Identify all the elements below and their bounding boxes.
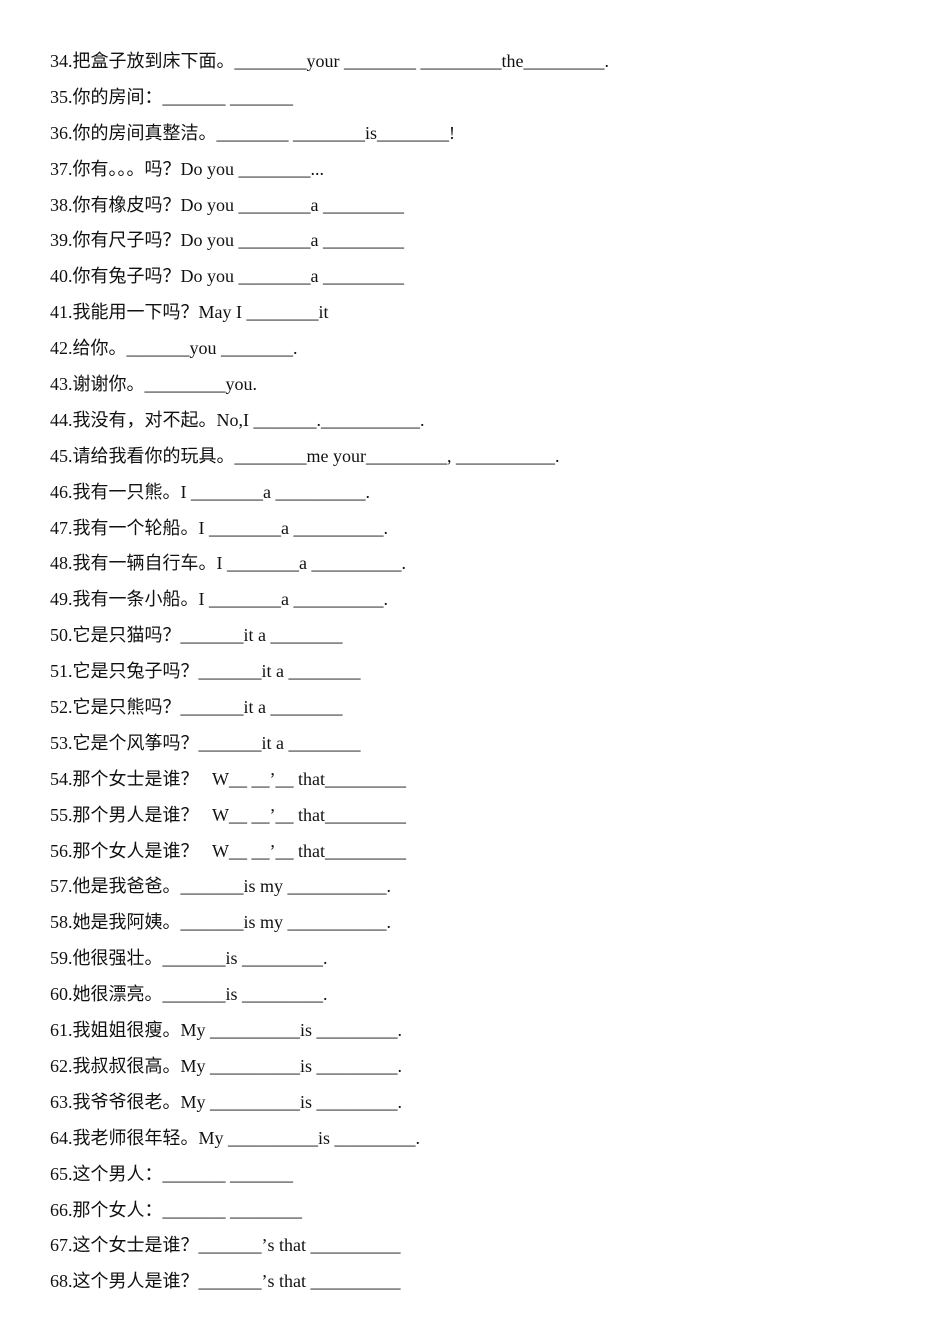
exercise-line: 66.那个女人：_______ ________: [50, 1199, 302, 1220]
exercise-line: 63.我爷爷很老。My __________is _________.: [50, 1091, 403, 1112]
exercise-line: 38.你有橡皮吗？Do you ________a _________: [50, 194, 404, 215]
exercise-line: 34.把盒子放到床下面。________your ________ ______…: [50, 51, 609, 71]
exercise-line: 47.我有一个轮船。I ________a __________.: [50, 517, 388, 538]
exercise-line: 49.我有一条小船。I ________a __________.: [50, 589, 388, 610]
exercise-line: 53.它是个风筝吗？_______it a ________: [50, 732, 361, 753]
exercise-line: 57.他是我爸爸。_______is my ___________.: [50, 876, 392, 897]
exercise-line: 36.你的房间真整洁。________ ________is________!: [50, 122, 455, 143]
exercise-line: 45.请给我看你的玩具。________me your_________, __…: [50, 445, 560, 466]
exercise-line: 51.它是只兔子吗？_______it a ________: [50, 661, 361, 682]
exercise-line: 62.我叔叔很高。My __________is _________.: [50, 1055, 403, 1076]
exercise-line: 55.那个男人是谁？ W__ __’__ that_________: [50, 804, 406, 825]
exercise-line: 58.她是我阿姨。_______is my ___________.: [50, 912, 392, 933]
exercise-line: 46.我有一只熊。I ________a __________.: [50, 481, 370, 502]
exercise-line: 41.我能用一下吗？May I ________it: [50, 302, 329, 323]
exercise-line: 65.这个男人：_______ _______: [50, 1163, 293, 1184]
exercise-line: 60.她很漂亮。_______is _________.: [50, 984, 328, 1005]
exercise-line: 37.你有。。。吗？Do you ________...: [50, 158, 324, 179]
exercise-line: 59.他很强壮。_______is _________.: [50, 948, 328, 969]
exercise-line: 67.这个女士是谁？_______’s that __________: [50, 1235, 401, 1256]
exercise-line: 48.我有一辆自行车。I ________a __________.: [50, 553, 406, 574]
exercise-line: 39.你有尺子吗？Do you ________a _________: [50, 230, 404, 251]
worksheet-body: 34.把盒子放到床下面。________your ________ ______…: [50, 48, 609, 1304]
exercise-line: 40.你有兔子吗？Do you ________a _________: [50, 266, 404, 287]
exercise-line: 43.谢谢你。_________you.: [50, 374, 257, 395]
exercise-line: 35.你的房间：_______ _______: [50, 86, 293, 107]
exercise-line: 64.我老师很年轻。My __________is _________.: [50, 1127, 421, 1148]
exercise-line: 42.给你。_______you ________.: [50, 338, 298, 359]
exercise-line: 56.那个女人是谁？ W__ __’__ that_________: [50, 840, 406, 861]
exercise-line: 44.我没有，对不起。No,I _______.___________.: [50, 409, 425, 430]
exercise-line: 52.它是只熊吗？_______it a ________: [50, 697, 343, 718]
exercise-line: 54.那个女士是谁？ W__ __’__ that_________: [50, 768, 406, 789]
exercise-line: 50.它是只猫吗？_______it a ________: [50, 625, 343, 646]
exercise-line: 61.我姐姐很瘦。My __________is _________.: [50, 1020, 403, 1041]
exercise-line: 68.这个男人是谁？_______’s that __________: [50, 1271, 401, 1292]
